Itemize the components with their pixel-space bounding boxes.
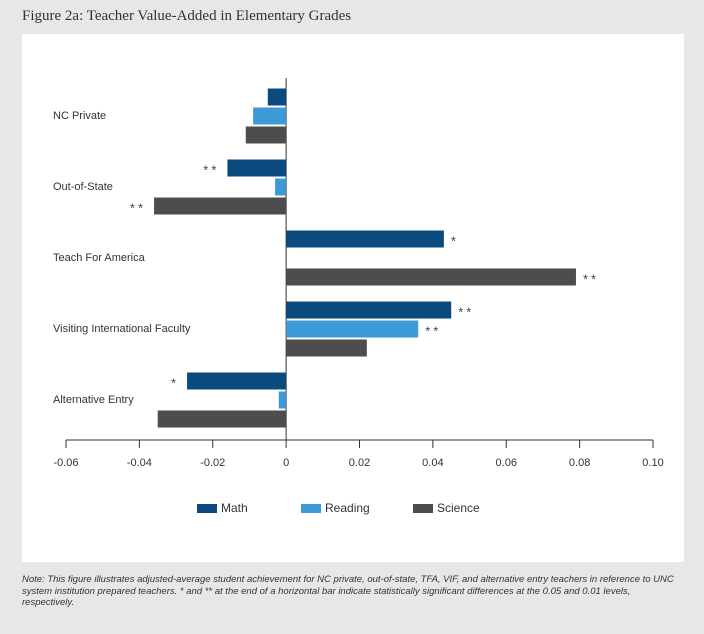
bar	[286, 268, 576, 286]
x-tick-label: -0.02	[200, 457, 225, 469]
significance-label: **	[425, 323, 441, 338]
bar	[278, 391, 287, 409]
plot-panel	[22, 34, 684, 562]
significance-label: **	[203, 162, 219, 177]
significance-label: **	[130, 200, 146, 215]
category-label: NC Private	[53, 110, 106, 122]
bar	[286, 230, 444, 248]
significance-label: *	[451, 233, 459, 248]
bar	[253, 107, 287, 125]
x-tick-label: 0.08	[569, 457, 590, 469]
bar	[267, 88, 287, 106]
significance-label: **	[583, 271, 599, 286]
legend-swatch	[197, 504, 217, 513]
bar	[286, 301, 452, 319]
x-tick-label: 0.02	[349, 457, 370, 469]
category-label: Alternative Entry	[53, 394, 134, 406]
bar	[227, 159, 287, 177]
legend-label: Reading	[325, 501, 370, 515]
x-tick-label: 0.10	[642, 457, 663, 469]
legend-swatch	[413, 504, 433, 513]
legend-swatch	[301, 504, 321, 513]
note: Note: This figure illustrates adjusted-a…	[22, 574, 674, 608]
bar	[245, 126, 287, 144]
bar	[275, 178, 287, 196]
significance-label: **	[458, 304, 474, 319]
x-tick-label: -0.04	[127, 457, 152, 469]
bar	[157, 410, 287, 428]
x-tick-label: 0	[283, 457, 289, 469]
category-label: Visiting International Faculty	[53, 323, 191, 335]
bar	[286, 339, 367, 357]
x-tick-label: 0.04	[422, 457, 443, 469]
x-tick-label: 0.06	[496, 457, 517, 469]
bar	[286, 320, 419, 338]
significance-label: *	[171, 375, 179, 390]
category-label: Out-of-State	[53, 181, 113, 193]
legend-label: Math	[221, 501, 248, 515]
legend-label: Science	[437, 501, 480, 515]
chart-title: Figure 2a: Teacher Value-Added in Elemen…	[22, 8, 352, 24]
x-tick-label: -0.06	[53, 457, 78, 469]
bar	[154, 197, 287, 215]
category-label: Teach For America	[53, 252, 146, 264]
bar	[187, 372, 287, 390]
